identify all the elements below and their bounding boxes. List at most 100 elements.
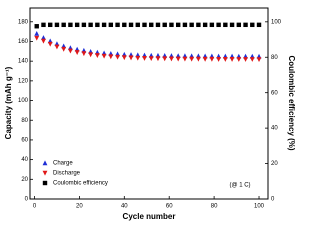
point: [95, 22, 100, 28]
point: [175, 56, 181, 62]
point: [61, 46, 67, 52]
point: [223, 22, 228, 28]
point: [196, 22, 201, 28]
legend-label: Coulombic efficiency: [53, 181, 108, 187]
point: [195, 56, 201, 62]
y-tick-label: 60: [21, 138, 28, 144]
y-tick-label: 20: [21, 177, 28, 183]
point: [101, 22, 107, 28]
point: [74, 50, 80, 55]
y-tick-label: 80: [21, 118, 28, 124]
y2-tick-label: 0: [271, 197, 275, 203]
legend-marker: [42, 160, 48, 166]
y-axis-label: Capacity (mAh g⁻¹): [4, 66, 13, 139]
point: [94, 53, 100, 58]
point: [256, 22, 262, 28]
point: [61, 22, 66, 28]
point: [88, 52, 94, 58]
y2-tick-label: 80: [271, 55, 278, 61]
point: [216, 22, 221, 28]
point: [169, 22, 174, 28]
point: [243, 22, 248, 28]
point: [115, 54, 120, 60]
y-tick-label: 180: [18, 19, 29, 25]
point: [47, 41, 53, 47]
y-tick-label: 40: [21, 157, 28, 163]
point: [48, 22, 53, 28]
point: [68, 22, 73, 28]
y-tick-label: 140: [18, 59, 29, 65]
point: [41, 22, 46, 28]
x-tick-label: 80: [211, 204, 218, 210]
point: [108, 54, 114, 60]
point: [34, 30, 40, 36]
point: [236, 22, 242, 28]
point: [135, 22, 140, 28]
point: [162, 56, 168, 62]
point: [122, 22, 127, 28]
point: [101, 53, 107, 59]
point: [128, 55, 134, 61]
point: [67, 48, 73, 54]
point: [250, 22, 255, 28]
point: [209, 56, 215, 62]
point: [249, 57, 255, 62]
x-tick-label: 0: [33, 204, 37, 210]
point: [115, 22, 120, 28]
point: [108, 22, 114, 28]
y-tick-label: 120: [18, 78, 29, 84]
point: [54, 22, 60, 28]
point: [222, 56, 228, 62]
point: [189, 22, 194, 28]
point: [81, 22, 87, 28]
point: [121, 55, 127, 61]
y2-tick-label: 20: [271, 161, 278, 167]
legend-label: Charge: [53, 161, 73, 167]
annotation: (@ 1 C): [229, 183, 250, 189]
point: [142, 22, 147, 28]
x-tick-label: 40: [121, 204, 128, 210]
x-axis-label: Cycle number: [123, 212, 176, 221]
point: [182, 56, 188, 62]
x-tick-label: 60: [166, 204, 173, 210]
point: [54, 44, 60, 50]
legend-marker: [42, 170, 48, 176]
y2-tick-label: 60: [271, 90, 278, 96]
point: [148, 56, 154, 62]
point: [256, 57, 262, 63]
y2-axis-label: Coulombic efficiency (%): [287, 55, 296, 150]
plot-frame: [29, 7, 269, 200]
point: [41, 38, 46, 44]
y-tick-label: 0: [25, 197, 29, 203]
point: [202, 56, 208, 62]
point: [155, 56, 161, 62]
point: [88, 22, 93, 28]
point: [142, 56, 147, 61]
point: [182, 22, 188, 28]
point: [135, 55, 141, 61]
point: [216, 56, 222, 62]
y-tick-label: 100: [18, 98, 29, 104]
point: [209, 22, 215, 28]
legend-marker: [42, 180, 48, 186]
point: [155, 22, 161, 28]
legend-label: Discharge: [53, 171, 81, 177]
x-tick-label: 100: [254, 204, 265, 210]
point: [202, 22, 208, 28]
point: [149, 22, 154, 28]
x-tick-label: 20: [76, 204, 83, 210]
chart: Cycle number Capacity (mAh g⁻¹) Coulombi…: [4, 7, 296, 221]
point: [81, 51, 87, 57]
point: [169, 56, 174, 62]
point: [41, 35, 46, 40]
point: [34, 24, 39, 29]
point: [162, 22, 167, 28]
point: [175, 22, 181, 28]
point: [189, 56, 195, 62]
point: [74, 22, 80, 28]
y2-tick-label: 40: [271, 126, 278, 132]
point: [243, 57, 248, 62]
y-tick-label: 160: [18, 39, 29, 45]
point: [34, 35, 40, 41]
point: [229, 22, 235, 28]
